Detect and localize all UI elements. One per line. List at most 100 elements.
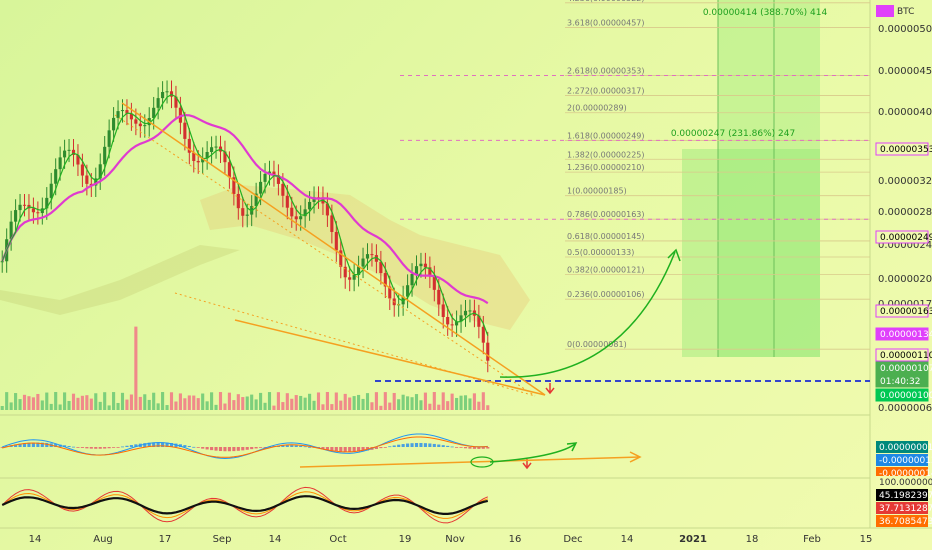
candle-body xyxy=(330,215,334,232)
candle-body xyxy=(312,197,316,202)
candle-body xyxy=(156,98,160,108)
fib-label: 0.618(0.00000145) xyxy=(567,232,645,241)
time-axis[interactable]: 14 Aug 17 Sep 14 Oct 19 Nov 16 Dec 14 2021 18 Feb 15 xyxy=(29,534,873,545)
macd-bar xyxy=(169,443,174,447)
price-tag-box xyxy=(875,348,929,362)
candle-body xyxy=(183,122,187,139)
macd-bar xyxy=(36,442,40,447)
candle-body xyxy=(463,310,468,316)
macd-bar xyxy=(463,447,468,449)
candle-body xyxy=(254,193,258,206)
candle-body xyxy=(161,92,165,99)
volume-bar xyxy=(352,396,356,410)
fib-label: 0.382(0.00000121) xyxy=(567,266,645,275)
volume-bar xyxy=(290,398,294,410)
macd-bar xyxy=(129,445,133,447)
volume-bar xyxy=(67,400,71,410)
fib-label: 3.618(0.00000457) xyxy=(567,19,645,28)
macd-bar xyxy=(71,446,76,448)
volume-bar xyxy=(201,393,205,410)
candle-body xyxy=(205,151,209,159)
price-tag-box xyxy=(875,361,929,375)
candle-body xyxy=(71,149,76,155)
macd-bar xyxy=(254,447,258,449)
volume-bar xyxy=(9,402,13,410)
volume-bar xyxy=(58,404,62,410)
candle-body xyxy=(325,203,329,216)
time-tick-label: Feb xyxy=(803,534,821,545)
macd-bar xyxy=(45,442,49,447)
price-tag-label: 0.00000353 xyxy=(880,145,932,155)
volume-bar xyxy=(27,396,31,410)
candle-body xyxy=(116,111,120,118)
candle-body xyxy=(308,201,312,210)
volume-bar xyxy=(125,399,129,410)
price-tick-label: 0.00000060 xyxy=(878,403,932,414)
macd-bar xyxy=(459,447,463,448)
candle-body xyxy=(49,183,53,198)
candle-body xyxy=(9,221,13,240)
candle-body xyxy=(103,146,107,165)
candle-body xyxy=(468,310,472,312)
price-tag-label: 0.00000163 xyxy=(880,307,932,317)
macd-bar xyxy=(58,444,62,447)
price-tag-box xyxy=(875,304,929,318)
time-tick-label: 15 xyxy=(860,534,873,545)
candle-body xyxy=(223,151,227,163)
volume-bar xyxy=(463,395,468,410)
volume-bar xyxy=(45,392,49,410)
candle-body xyxy=(263,173,267,182)
price-tag-label: 0.00000134 xyxy=(880,330,932,340)
rsi-tag-label: 100.00000000 xyxy=(879,478,932,488)
volume-bar xyxy=(134,326,138,410)
candle-body xyxy=(0,261,4,263)
wedge-upper-dotted xyxy=(114,114,536,397)
volume-bar xyxy=(214,404,218,410)
macd-bar xyxy=(250,447,254,450)
volume-bar xyxy=(183,398,187,410)
macd-bar xyxy=(374,447,378,450)
candle-body xyxy=(410,273,414,286)
candle-body xyxy=(423,263,427,268)
candle-body xyxy=(370,254,374,256)
volume-bar xyxy=(357,394,361,410)
macd-bar xyxy=(245,447,249,450)
macd-bar xyxy=(63,445,67,447)
volume-bar xyxy=(152,392,156,410)
candle-body xyxy=(112,117,116,131)
volume-bar xyxy=(459,395,463,410)
macd-bar xyxy=(406,443,410,447)
macd-bar xyxy=(22,443,27,447)
macd-bar xyxy=(94,447,98,449)
volume-bar xyxy=(71,393,76,410)
fib-label: 2.618(0.00000353) xyxy=(567,67,645,76)
volume-bar xyxy=(174,401,178,410)
down-arrow-icon xyxy=(545,383,555,395)
candle-body xyxy=(432,276,436,290)
volume-bar xyxy=(259,392,263,410)
volume-bar xyxy=(303,397,307,410)
symbol-badge-left xyxy=(876,5,894,17)
macd-bar xyxy=(125,445,129,447)
volume-bar xyxy=(370,402,374,410)
volume-bar xyxy=(374,392,378,410)
volume-bar xyxy=(468,398,472,410)
macd-bar xyxy=(388,446,392,448)
time-tick-label: 17 xyxy=(159,534,172,545)
volume-bar xyxy=(428,403,432,410)
candle-body xyxy=(357,266,361,275)
price-tag-label: 01:40:32 xyxy=(880,377,920,387)
macd-bar xyxy=(263,447,267,448)
volume-bar xyxy=(138,396,142,410)
candle-body xyxy=(294,216,298,220)
macd-bar xyxy=(343,447,347,452)
volume-bar xyxy=(129,394,133,410)
target-label-247: 0.00000247 (231.86%) 247 xyxy=(671,129,795,139)
time-tick-label: Sep xyxy=(213,534,232,545)
volume-bar xyxy=(455,397,459,410)
candle-body xyxy=(192,152,196,161)
macd-tag-label: 0.00000001 xyxy=(879,443,932,453)
volume-bar xyxy=(161,392,165,410)
